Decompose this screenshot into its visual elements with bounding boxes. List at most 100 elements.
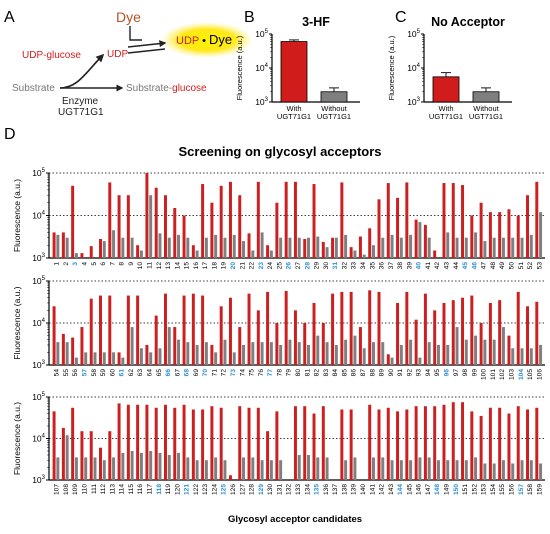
screening-bar-with-12 <box>154 187 158 258</box>
screening-bar-with-8 <box>117 195 121 258</box>
screening-x-label-41: 41 <box>425 262 432 270</box>
screening-x-label-50: 50 <box>509 262 516 270</box>
screening-x-label-116: 116 <box>137 484 144 495</box>
screening-bar-without-88 <box>371 342 375 365</box>
screening-bar-with-42 <box>433 250 437 258</box>
screening-bar-without-75 <box>251 342 255 365</box>
screening-bar-with-103 <box>507 335 511 365</box>
screening-x-label-83: 83 <box>323 369 330 377</box>
screening-x-label-4: 4 <box>81 262 88 266</box>
screening-x-label-132: 132 <box>286 484 293 495</box>
screening-x-label-85: 85 <box>341 369 348 377</box>
screening-bar-without-109 <box>74 457 78 480</box>
screening-bar-without-74 <box>242 344 246 365</box>
screening-x-label-62: 62 <box>128 369 135 377</box>
screening-bar-without-49 <box>501 237 505 258</box>
screening-bar-without-153 <box>483 463 487 480</box>
screening-bar-with-92 <box>405 291 409 365</box>
screening-bar-without-125 <box>223 460 227 480</box>
screening-bar-with-121 <box>182 404 186 480</box>
screening-bar-with-10 <box>136 245 140 258</box>
screening-bar-without-37 <box>390 234 394 258</box>
scheme-dye-arrow <box>129 26 142 41</box>
screening-x-label-47: 47 <box>481 262 488 270</box>
screening-bar-without-155 <box>501 460 505 480</box>
screening-bar-without-10 <box>139 250 143 258</box>
screening-bar-without-148 <box>436 460 440 480</box>
screening-bar-without-141 <box>371 457 375 480</box>
screening-bar-without-106 <box>539 344 543 365</box>
screening-bar-without-129 <box>260 460 264 480</box>
screening-bar-with-19 <box>219 185 223 258</box>
chart-no-acceptor: No Acceptor Fluorescence (a.u.) 103 104 105 W… <box>387 15 512 121</box>
screening-bar-with-74 <box>238 327 242 365</box>
screening-bar-without-33 <box>353 250 357 258</box>
screening-row-3-y-tick-exponent: 3 <box>42 475 46 481</box>
chart-3hf-x-label-2: Without <box>321 104 347 113</box>
screening-x-label-92: 92 <box>406 369 413 377</box>
screening-bar-with-86 <box>349 291 353 365</box>
screening-x-label-23: 23 <box>258 262 265 270</box>
screening-bar-without-45 <box>464 237 468 258</box>
screening-bar-without-54 <box>56 342 60 365</box>
screening-bar-with-99 <box>470 295 474 365</box>
screening-bar-with-90 <box>386 354 390 365</box>
screening-x-label-1: 1 <box>54 262 61 266</box>
screening-bar-with-25 <box>275 202 279 258</box>
screening-bar-without-138 <box>344 460 348 480</box>
screening-x-label-20: 20 <box>230 262 237 270</box>
screening-bar-with-154 <box>488 407 492 480</box>
screening-ylabel: Fluorescence (a.u.) <box>12 402 22 475</box>
screening-bar-with-66 <box>163 293 167 365</box>
screening-x-label-24: 24 <box>267 262 274 270</box>
screening-bar-with-97 <box>451 300 455 365</box>
screening-x-label-145: 145 <box>406 484 413 495</box>
screening-bar-with-23 <box>256 181 260 258</box>
screening-bar-with-46 <box>470 215 474 258</box>
screening-bar-with-125 <box>219 407 223 480</box>
scheme-udp-arrow <box>127 40 167 48</box>
screening-bar-with-157 <box>516 406 520 480</box>
screening-x-label-157: 157 <box>518 484 525 495</box>
screening-bar-with-78 <box>275 323 279 365</box>
screening-bar-with-34 <box>358 236 362 258</box>
chart-3hf-y-tick-label: 103 <box>255 97 268 107</box>
chart-3hf-bar-1 <box>280 41 308 103</box>
chart-no-acceptor-x-label-2: UGT71G1 <box>469 112 503 121</box>
screening-bar-with-106 <box>535 301 539 365</box>
screening-x-label-64: 64 <box>146 369 153 377</box>
screening-bar-without-142 <box>381 457 385 480</box>
screening-x-label-138: 138 <box>341 484 348 495</box>
screening-x-label-48: 48 <box>490 262 497 270</box>
screening-bar-without-157 <box>520 460 524 480</box>
screening-x-label-15: 15 <box>184 262 191 270</box>
screening-row-2-y-tick-exponent: 4 <box>42 318 46 324</box>
screening-x-label-153: 153 <box>481 484 488 495</box>
screening-bar-with-47 <box>479 202 483 258</box>
screening-x-label-36: 36 <box>379 262 386 270</box>
chart-no-acceptor-y-tick-label: 103 <box>407 97 420 107</box>
screening-bar-without-69 <box>195 344 199 365</box>
screening-bar-without-156 <box>511 463 515 480</box>
screening-bar-with-133 <box>293 406 297 480</box>
screening-bar-with-159 <box>535 407 539 480</box>
screening-x-label-134: 134 <box>304 484 311 495</box>
screening-bar-with-109 <box>71 407 75 480</box>
screening-x-label-76: 76 <box>258 369 265 377</box>
screening-x-label-137: 137 <box>332 484 339 495</box>
screening-bar-with-156 <box>507 413 511 480</box>
screening-x-label-89: 89 <box>379 369 386 377</box>
screening-bar-with-68 <box>182 295 186 365</box>
screening-x-label-120: 120 <box>174 484 181 495</box>
screening-bar-without-133 <box>297 455 301 480</box>
screening-x-label-17: 17 <box>202 262 209 270</box>
screening-row-1-y-tick-label: 105 <box>32 168 45 178</box>
screening-bar-without-1 <box>56 234 60 258</box>
screening-bar-with-9 <box>126 195 130 258</box>
screening-bar-without-24 <box>269 250 273 258</box>
screening-bar-with-117 <box>145 404 149 480</box>
screening-x-label-105: 105 <box>527 369 534 380</box>
screening-x-label-67: 67 <box>174 369 181 377</box>
